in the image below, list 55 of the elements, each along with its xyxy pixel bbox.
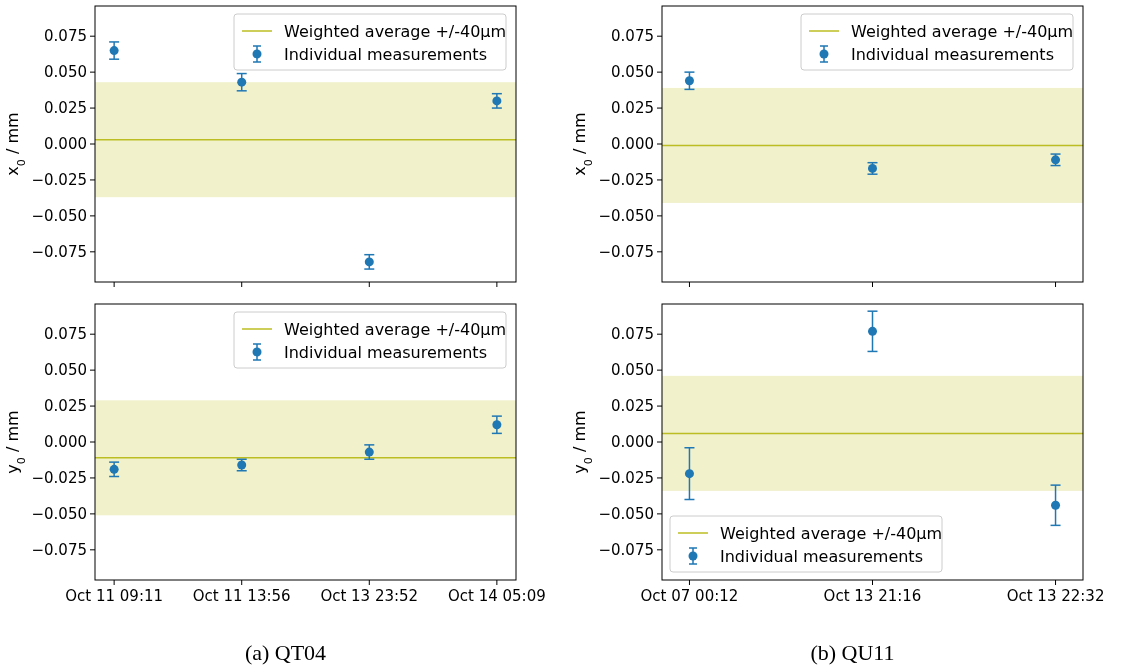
legend-label: Weighted average +/-40µm xyxy=(851,21,1074,41)
text: (b) QU11 xyxy=(810,640,895,665)
point xyxy=(109,464,119,474)
legend-label: Individual measurements xyxy=(284,342,487,362)
y-tick-label: 0.025 xyxy=(44,397,87,416)
y-tick-label: −0.075 xyxy=(31,541,87,560)
y-tick-label: −0.050 xyxy=(598,505,654,524)
y-tick-label: −0.025 xyxy=(31,171,87,190)
y-tick-label: 0.000 xyxy=(611,433,654,452)
x-tick-label: Oct 13 22:32 xyxy=(1006,587,1105,605)
y-tick-label: 0.025 xyxy=(611,397,654,416)
x-tick-label: Oct 13 21:16 xyxy=(823,587,922,605)
legend-label: Individual measurements xyxy=(720,546,923,566)
legend-label: Individual measurements xyxy=(851,44,1054,64)
y-tick-label: 0.075 xyxy=(611,325,654,344)
x-tick-label: Oct 11 13:56 xyxy=(192,587,291,605)
legend-label: Weighted average +/-40µm xyxy=(284,21,507,41)
point xyxy=(237,77,247,87)
y-tick-label: −0.050 xyxy=(31,505,87,524)
y-tick-label: 0.000 xyxy=(44,135,87,154)
y-tick-label: −0.050 xyxy=(598,207,654,226)
x-tick-label: Oct 07 00:12 xyxy=(640,587,739,605)
y-tick-label: 0.050 xyxy=(611,361,654,380)
point xyxy=(868,326,877,336)
point xyxy=(492,96,502,106)
x-tick-label: Oct 14 05:09 xyxy=(447,587,546,605)
point xyxy=(492,420,502,430)
y-tick-label: 0.000 xyxy=(611,135,654,154)
y-tick-label: −0.025 xyxy=(31,469,87,488)
y-tick-label: 0.050 xyxy=(44,361,87,380)
y-tick-label: −0.075 xyxy=(598,243,654,262)
y-tick-label: 0.050 xyxy=(44,63,87,82)
y-tick-label: 0.075 xyxy=(44,325,87,344)
point xyxy=(364,257,374,267)
y-tick-label: 0.075 xyxy=(611,27,654,46)
point xyxy=(1051,500,1061,510)
y-tick-label: 0.000 xyxy=(44,433,87,452)
legend-label: Individual measurements xyxy=(284,44,487,64)
y-tick-label: 0.025 xyxy=(611,99,654,118)
y-tick-label: 0.025 xyxy=(44,99,87,118)
x-tick-label: Oct 11 09:11 xyxy=(65,587,164,605)
y-tick-label: −0.025 xyxy=(598,469,654,488)
y-tick-label: 0.075 xyxy=(44,27,87,46)
legend-label: Weighted average +/-40µm xyxy=(720,523,943,543)
x-tick-label: Oct 13 23:52 xyxy=(320,587,419,605)
point xyxy=(109,46,119,56)
y-tick-label: −0.075 xyxy=(31,243,87,262)
point xyxy=(684,76,694,86)
legend-label: Weighted average +/-40µm xyxy=(284,319,507,339)
y-tick-label: −0.050 xyxy=(31,207,87,226)
point xyxy=(684,469,694,479)
text: (a) QT04 xyxy=(244,640,327,665)
y-tick-label: −0.025 xyxy=(598,171,654,190)
y-tick-label: 0.050 xyxy=(611,63,654,82)
y-tick-label: −0.075 xyxy=(598,541,654,560)
